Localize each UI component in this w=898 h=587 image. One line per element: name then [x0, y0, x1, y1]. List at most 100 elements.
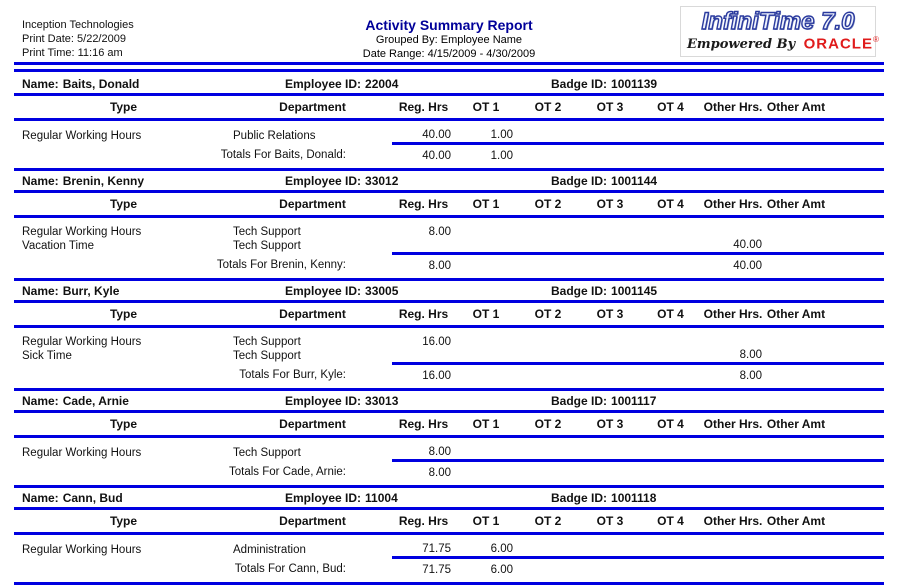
- employee-section: Name: Burr, Kyle Employee ID: 33005 Badge …: [14, 281, 884, 391]
- cell-reg-hrs: 71.75: [392, 533, 455, 559]
- totals-reg-hrs: 40.00: [422, 150, 451, 162]
- employee-id: 22004: [365, 76, 399, 91]
- badge-id: 1001139: [611, 76, 658, 91]
- column-header-row: Type Department Reg. Hrs OT 1 OT 2 OT 3 …: [14, 96, 884, 121]
- totals-row: Totals For Brenin, Kenny: 8.00 40.00: [14, 254, 884, 280]
- cell-ot4: [641, 239, 700, 255]
- totals-other-amt: [766, 364, 826, 390]
- hours-table: Type Department Reg. Hrs OT 1 OT 2 OT 3 …: [14, 193, 884, 281]
- report-title: Activity Summary Report: [365, 17, 533, 33]
- cell-other-amt: [766, 436, 826, 462]
- rule-bar: [14, 62, 884, 65]
- cell-ot1: [455, 239, 517, 255]
- cell-type: Regular Working Hours: [22, 129, 142, 142]
- name-label: Name:: [22, 173, 59, 188]
- totals-ot2: [517, 461, 579, 487]
- cell-other-hrs: 40.00: [700, 239, 766, 255]
- employee-name: Cann, Bud: [62, 490, 123, 505]
- infinitime-brand-text: InfiniTime 7.0: [701, 8, 855, 35]
- cell-ot4: [641, 533, 700, 559]
- employee-name-row: Name: Cann, Bud Employee ID: 11004 Badge I…: [14, 488, 884, 510]
- cell-ot2: [517, 119, 579, 145]
- cell-other-amt: [766, 349, 826, 365]
- badge-id-label: Badge ID:: [551, 490, 608, 505]
- employee-id: 33005: [365, 283, 399, 298]
- cell-ot1: [455, 349, 517, 365]
- cell-reg-hrs: 16.00: [422, 336, 451, 348]
- employee-name: Brenin, Kenny: [62, 173, 145, 188]
- totals-reg-hrs: 8.00: [428, 260, 451, 272]
- col-header-ot3: OT 3: [579, 510, 641, 535]
- badge-id-label: Badge ID:: [551, 283, 608, 298]
- hours-table: Type Department Reg. Hrs OT 1 OT 2 OT 3 …: [14, 510, 884, 585]
- employee-section: Name: Baits, Donald Employee ID: 22004 Bad…: [14, 74, 884, 171]
- badge-id: 1001117: [611, 393, 657, 408]
- totals-ot2: [517, 558, 579, 584]
- totals-ot4: [641, 144, 700, 170]
- badge-id-label: Badge ID:: [551, 393, 608, 408]
- employee-section: Name: Cade, Arnie Employee ID: 33013 Badge…: [14, 391, 884, 488]
- cell-other-hrs: [700, 533, 766, 559]
- totals-other-hrs: [700, 144, 766, 170]
- col-header-ot1: OT 1: [455, 510, 517, 535]
- totals-other-amt: [766, 144, 826, 170]
- cell-type: Vacation Time: [22, 239, 95, 252]
- grouped-by: Grouped By: Employee Name: [375, 34, 523, 46]
- col-header-filler: [826, 413, 884, 438]
- cell-ot4: [641, 349, 700, 365]
- employee-section: Name: Cann, Bud Employee ID: 11004 Badge I…: [14, 488, 884, 585]
- col-header-ot4: OT 4: [641, 193, 700, 218]
- badge-id-label: Badge ID:: [551, 173, 608, 188]
- employee-id: 33012: [365, 173, 399, 188]
- totals-ot2: [517, 144, 579, 170]
- column-header-row: Type Department Reg. Hrs OT 1 OT 2 OT 3 …: [14, 413, 884, 438]
- totals-ot3: [579, 364, 641, 390]
- cell-ot3: [579, 533, 641, 559]
- col-header-other-amt: Other Amt: [766, 413, 826, 438]
- date-range: Date Range: 4/15/2009 - 4/30/2009: [362, 48, 536, 60]
- name-label: Name:: [22, 283, 59, 298]
- company-name: Inception Technologies: [22, 19, 134, 31]
- totals-ot2: [517, 254, 579, 280]
- col-header-department: Department: [233, 510, 392, 535]
- totals-ot1: 1.00: [490, 150, 513, 162]
- totals-ot3: [579, 144, 641, 170]
- col-header-other-amt: Other Amt: [766, 303, 826, 328]
- badge-id: 1001145: [611, 283, 658, 298]
- col-header-reg-hrs: Reg. Hrs: [392, 96, 455, 121]
- employee-name-row: Name: Baits, Donald Employee ID: 22004 Bad…: [14, 74, 884, 96]
- employee-id-label: Employee ID:: [285, 393, 362, 408]
- cell-ot2: [517, 349, 579, 365]
- cell-other-hrs: [700, 217, 766, 240]
- cell-department: Tech Support: [233, 446, 301, 459]
- totals-ot3: [579, 558, 641, 584]
- col-header-ot1: OT 1: [455, 96, 517, 121]
- cell-type: Regular Working Hours: [22, 336, 142, 348]
- employee-id-label: Employee ID:: [285, 283, 362, 298]
- cell-ot1: [455, 436, 517, 462]
- col-header-other-hrs: Other Hrs.: [700, 96, 766, 121]
- totals-other-amt: [766, 461, 826, 487]
- badge-id: 1001144: [611, 173, 658, 188]
- print-time: Print Time: 11:16 am: [22, 47, 123, 59]
- logo-subline: Empowered By ORACLE®: [687, 35, 879, 53]
- employee-id: 33013: [365, 393, 399, 408]
- col-header-other-hrs: Other Hrs.: [700, 303, 766, 328]
- activity-row: Regular Working Hours Tech Support 8.00: [14, 436, 884, 462]
- col-header-type: Type: [14, 193, 233, 218]
- col-header-ot1: OT 1: [455, 303, 517, 328]
- activity-row: Regular Working Hours Administration 71.…: [14, 533, 884, 559]
- col-header-ot1: OT 1: [455, 413, 517, 438]
- cell-other-amt: [766, 327, 826, 350]
- cell-other-hrs: [700, 327, 766, 350]
- employee-id-label: Employee ID:: [285, 76, 362, 91]
- col-header-department: Department: [233, 96, 392, 121]
- cell-ot4: [641, 327, 700, 350]
- totals-other-hrs: 40.00: [733, 260, 762, 272]
- cell-ot3: [579, 327, 641, 350]
- title-block: Activity Summary Report Grouped By: Empl…: [0, 17, 898, 61]
- badge-id: 1001118: [611, 490, 657, 505]
- col-header-type: Type: [14, 510, 233, 535]
- cell-ot1: [455, 217, 517, 240]
